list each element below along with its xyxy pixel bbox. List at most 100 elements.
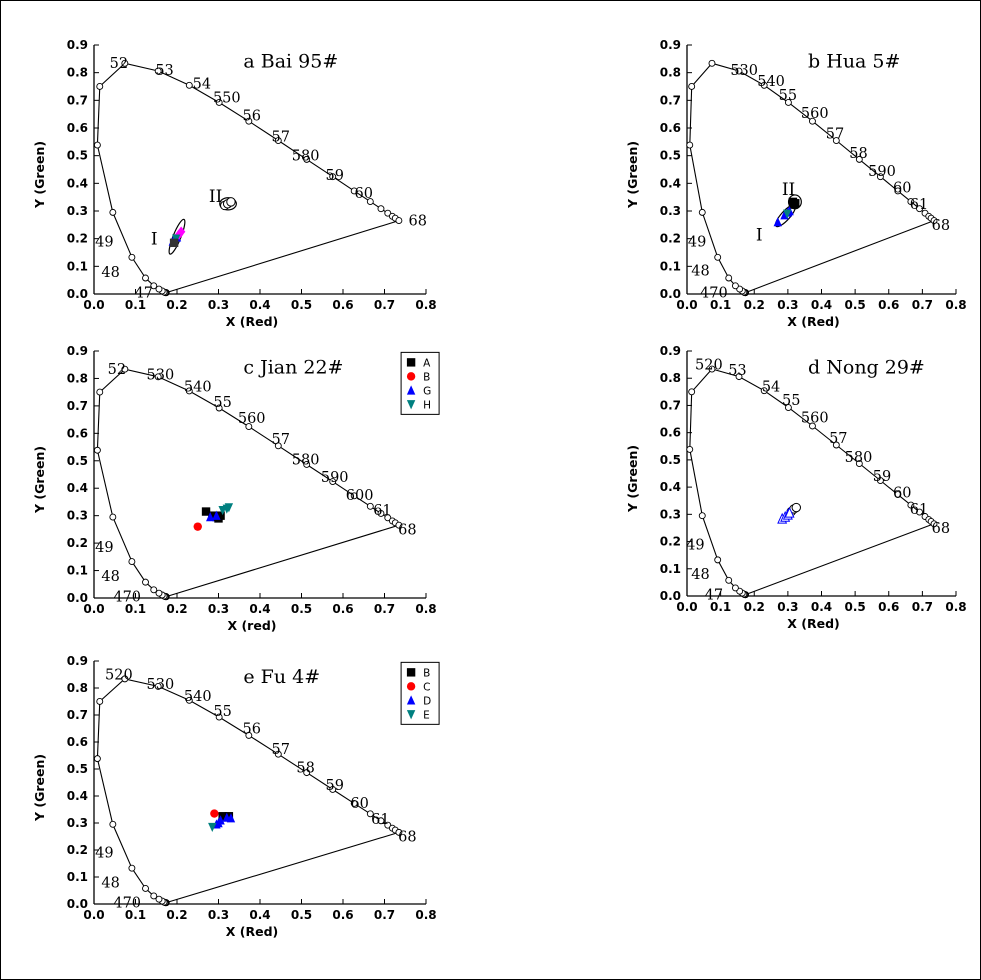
y-tick-label: 0.9 (660, 38, 681, 52)
panel-0: 0.0 0.1 0.2 0.3 0.4 0.5 0.6 0.7 0.8 0.0 0.1 0.2 0.3 0… (32, 38, 437, 329)
x-tick-label: 0.7 (374, 908, 395, 922)
wavelength-label: 57 (826, 127, 844, 143)
wavelength-label: 49 (95, 540, 113, 556)
y-tick-label: 0.2 (67, 536, 88, 550)
locus-point (274, 750, 282, 758)
x-tick-label: 0.0 (83, 602, 104, 616)
wavelength-label: 57 (829, 431, 847, 447)
y-tick-label: 0.8 (660, 371, 681, 385)
locus-point (686, 445, 694, 453)
locus-point (329, 786, 337, 793)
x-tick-label: 0.0 (676, 298, 697, 312)
y-axis-label: Y (Green) (625, 445, 640, 513)
locus-point (350, 492, 358, 500)
wavelength-label: 59 (873, 469, 891, 485)
wavelength-label: 56 (242, 109, 260, 125)
locus-point (384, 209, 392, 217)
x-tick-label: 0.2 (166, 908, 187, 922)
y-tick-label: 0.8 (660, 66, 681, 80)
x-tick-label: 0.7 (912, 298, 933, 312)
locus-point (714, 556, 722, 564)
data-point (218, 812, 227, 821)
y-tick-label: 0.0 (660, 287, 681, 301)
y-tick-label: 0.6 (67, 121, 88, 135)
locus-point (128, 558, 136, 566)
legend-label: E (423, 709, 430, 721)
y-tick-label: 0.0 (660, 589, 681, 603)
locus-point (876, 477, 884, 484)
data-point (224, 503, 234, 513)
x-tick-label: 0.4 (249, 298, 270, 312)
wavelength-label: 560 (801, 106, 829, 122)
y-tick-label: 0.3 (67, 509, 88, 523)
wavelength-label: 61 (910, 502, 928, 518)
spectral-locus (689, 62, 935, 294)
wavelength-label: 550 (213, 91, 241, 107)
data-point (212, 510, 221, 520)
locus-point (731, 282, 739, 290)
locus-point (366, 198, 374, 206)
region-label: I (756, 226, 763, 246)
purple-line (166, 831, 400, 904)
locus-point (907, 501, 915, 509)
x-tick-label: 0.8 (415, 298, 436, 312)
legend-label: C (423, 681, 430, 693)
y-tick-label: 0.1 (660, 259, 681, 273)
y-tick-label: 0.2 (660, 232, 681, 246)
wavelength-label: 52 (110, 56, 128, 72)
legend-label: A (423, 357, 431, 369)
wavelength-label: 540 (184, 380, 212, 396)
y-tick-label: 0.0 (67, 591, 88, 605)
region-label: I (151, 230, 158, 250)
y-tick-label: 0.9 (67, 344, 88, 358)
y-axis-label: Y (Green) (32, 754, 47, 822)
locus-point (185, 696, 193, 704)
x-tick-label: 0.6 (878, 600, 899, 614)
wavelength-label: 520 (695, 358, 723, 374)
y-tick-label: 0.2 (660, 535, 681, 549)
wavelength-label: 56 (242, 722, 260, 738)
wavelength-label: 530 (147, 367, 175, 383)
y-tick-label: 0.7 (67, 399, 88, 413)
spectral-locus (96, 62, 400, 294)
wavelength-label: 55 (213, 395, 231, 411)
wavelength-label: 49 (95, 234, 113, 250)
wavelength-label: 52 (108, 362, 126, 378)
y-tick-label: 0.6 (67, 735, 88, 749)
locus-point (809, 422, 816, 430)
wavelength-label: 60 (893, 180, 911, 196)
data-point (216, 511, 225, 520)
wavelength-label: 53 (728, 363, 746, 379)
wavelength-label: 57 (272, 432, 290, 448)
wavelength-label: 59 (325, 168, 343, 184)
panel-1: 0.0 0.1 0.2 0.3 0.4 0.5 0.6 0.7 0.8 0.0 0.1 0.2 0.3 0… (625, 38, 967, 329)
legend-marker (406, 385, 416, 395)
data-point (791, 502, 801, 513)
locus-point (155, 589, 163, 597)
locus-point (142, 274, 149, 282)
y-tick-label: 0.1 (660, 562, 681, 576)
panel-title: e Fu 4# (243, 666, 320, 688)
legend-box (400, 351, 440, 415)
x-tick-label: 0.4 (811, 298, 832, 312)
locus-point (96, 697, 104, 705)
x-tick-label: 0.1 (125, 908, 146, 922)
legend-marker (406, 682, 416, 691)
y-axis-label: Y (Green) (32, 141, 47, 209)
x-tick-label: 0.6 (332, 602, 353, 616)
x-tick-label: 0.4 (249, 602, 270, 616)
panel-4: 0.0 0.1 0.2 0.3 0.4 0.5 0.6 0.7 0.8 0.0 0.1 0.2 0.3 0… (32, 654, 440, 939)
x-tick-label: 0.3 (777, 600, 798, 614)
locus-point (93, 446, 101, 454)
wavelength-label: 61 (910, 197, 928, 213)
locus-point (150, 282, 158, 290)
y-tick-label: 0.8 (67, 681, 88, 695)
y-tick-label: 0.3 (660, 507, 681, 521)
wavelength-label: 68 (932, 218, 950, 234)
locus-point (832, 137, 840, 144)
locus-point (708, 59, 716, 67)
y-axis-label: Y (Green) (32, 446, 47, 514)
data-point (783, 209, 792, 219)
y-tick-label: 0.3 (67, 204, 88, 218)
locus-point (121, 675, 129, 683)
